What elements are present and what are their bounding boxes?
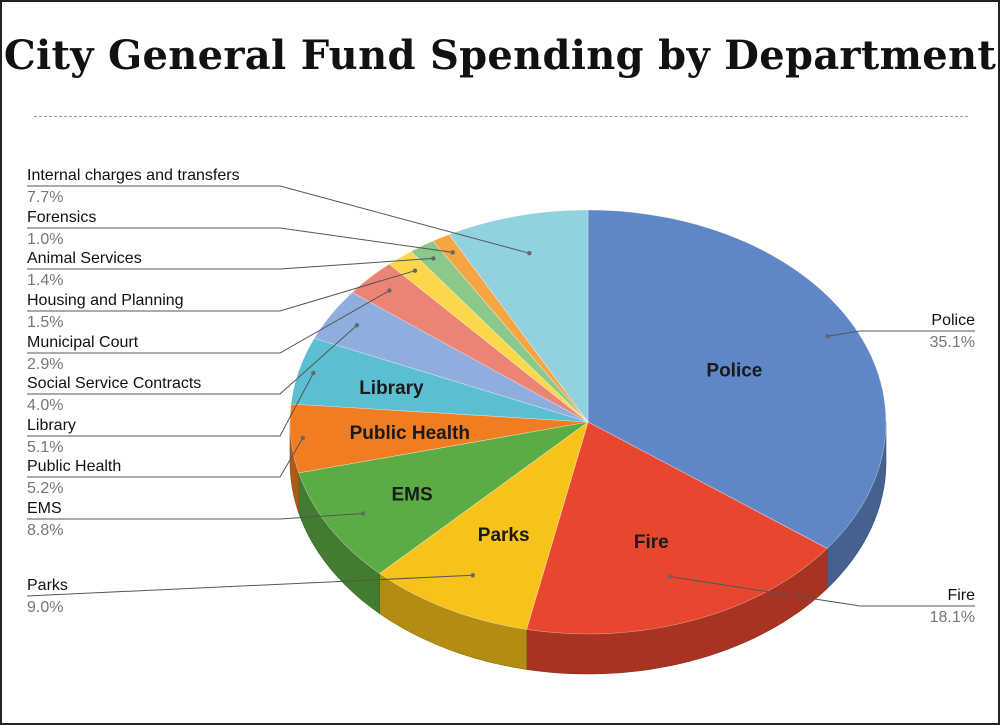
legend-label-internal-charges-and-transfers: Internal charges and transfers: [27, 167, 240, 184]
legend-value-social-service-contracts: 4.0%: [27, 397, 63, 414]
pie-side-walls: [289, 421, 887, 675]
slice-internal-charges-and-transfers: [448, 209, 589, 423]
leader-line-municipal-court: [27, 290, 390, 354]
leader-dot-library: [311, 370, 316, 376]
leader-dot-animal-services: [431, 256, 436, 261]
leader-dot-housing-and-planning: [412, 268, 418, 273]
slice-inner-label-parks: Parks: [478, 525, 530, 546]
leader-line-public-health: [27, 437, 304, 478]
leader-line-library: [27, 372, 314, 437]
legend-label-ems: EMS: [27, 500, 62, 517]
legend-label-fire: Fire: [947, 587, 975, 604]
slice-inner-label-library: Library: [359, 378, 424, 399]
legend-value-internal-charges-and-transfers: 7.7%: [27, 189, 63, 206]
leader-line-ems: [27, 513, 363, 520]
title-divider: [34, 116, 968, 117]
leader-line-social-service-contracts: [27, 324, 358, 395]
leader-dot-social-service-contracts: [354, 323, 360, 328]
slice-fire: [526, 421, 828, 635]
legend-value-housing-and-planning: 1.5%: [27, 314, 63, 331]
slice-labels: Police Fire Parks EMS Public Health Library Po…: [27, 167, 975, 626]
legend-label-animal-services: Animal Services: [27, 250, 142, 267]
leader-line-internal-charges-and-transfers: [27, 185, 530, 254]
leader-dot-police: [825, 334, 830, 339]
slice-inner-label-fire: Fire: [634, 532, 669, 553]
legend-value-animal-services: 1.4%: [27, 272, 63, 289]
legend-value-municipal-court: 2.9%: [27, 356, 63, 373]
legend-value-ems: 8.8%: [27, 522, 63, 539]
legend-label-municipal-court: Municipal Court: [27, 334, 139, 351]
legend-value-police: 35.1%: [930, 334, 975, 351]
slice-inner-label-public-health: Public Health: [350, 423, 470, 444]
legend-value-forensics: 1.0%: [27, 231, 63, 248]
legend-value-library: 5.1%: [27, 439, 63, 456]
leader-dot-public-health: [300, 435, 305, 441]
legend-value-parks: 9.0%: [27, 599, 63, 616]
leader-dot-parks: [470, 573, 475, 578]
legend-label-public-health: Public Health: [27, 458, 121, 475]
leader-dot-forensics: [450, 250, 455, 255]
legend-value-fire: 18.1%: [930, 609, 975, 626]
legend-label-housing-and-planning: Housing and Planning: [27, 292, 184, 309]
leader-dot-internal-charges-and-transfers: [527, 251, 532, 256]
legend-label-parks: Parks: [27, 577, 68, 594]
legend-label-social-service-contracts: Social Service Contracts: [27, 375, 201, 392]
slice-police: [587, 209, 887, 549]
leader-line-housing-and-planning: [27, 270, 416, 312]
legend-label-forensics: Forensics: [27, 209, 96, 226]
leader-line-forensics: [27, 227, 453, 253]
leader-dot-ems: [360, 511, 366, 516]
slice-inner-label-ems: EMS: [392, 485, 433, 506]
chart-title: City General Fund Spending by Department: [3, 32, 997, 79]
legend-value-public-health: 5.2%: [27, 480, 63, 497]
legend-label-police: Police: [931, 312, 975, 329]
leader-dot-municipal-court: [387, 288, 392, 293]
leader-dot-fire: [668, 574, 673, 579]
pie-top-faces: [289, 209, 887, 635]
leader-line-animal-services: [27, 257, 434, 270]
slice-ems: [298, 421, 589, 574]
leader-line-parks: [26, 574, 473, 597]
slice-inner-label-police: Police: [706, 361, 762, 382]
legend-label-library: Library: [27, 417, 76, 434]
leader-line-fire: [670, 576, 975, 607]
leader-lines: [26, 185, 975, 607]
leader-line-police: [827, 330, 975, 337]
